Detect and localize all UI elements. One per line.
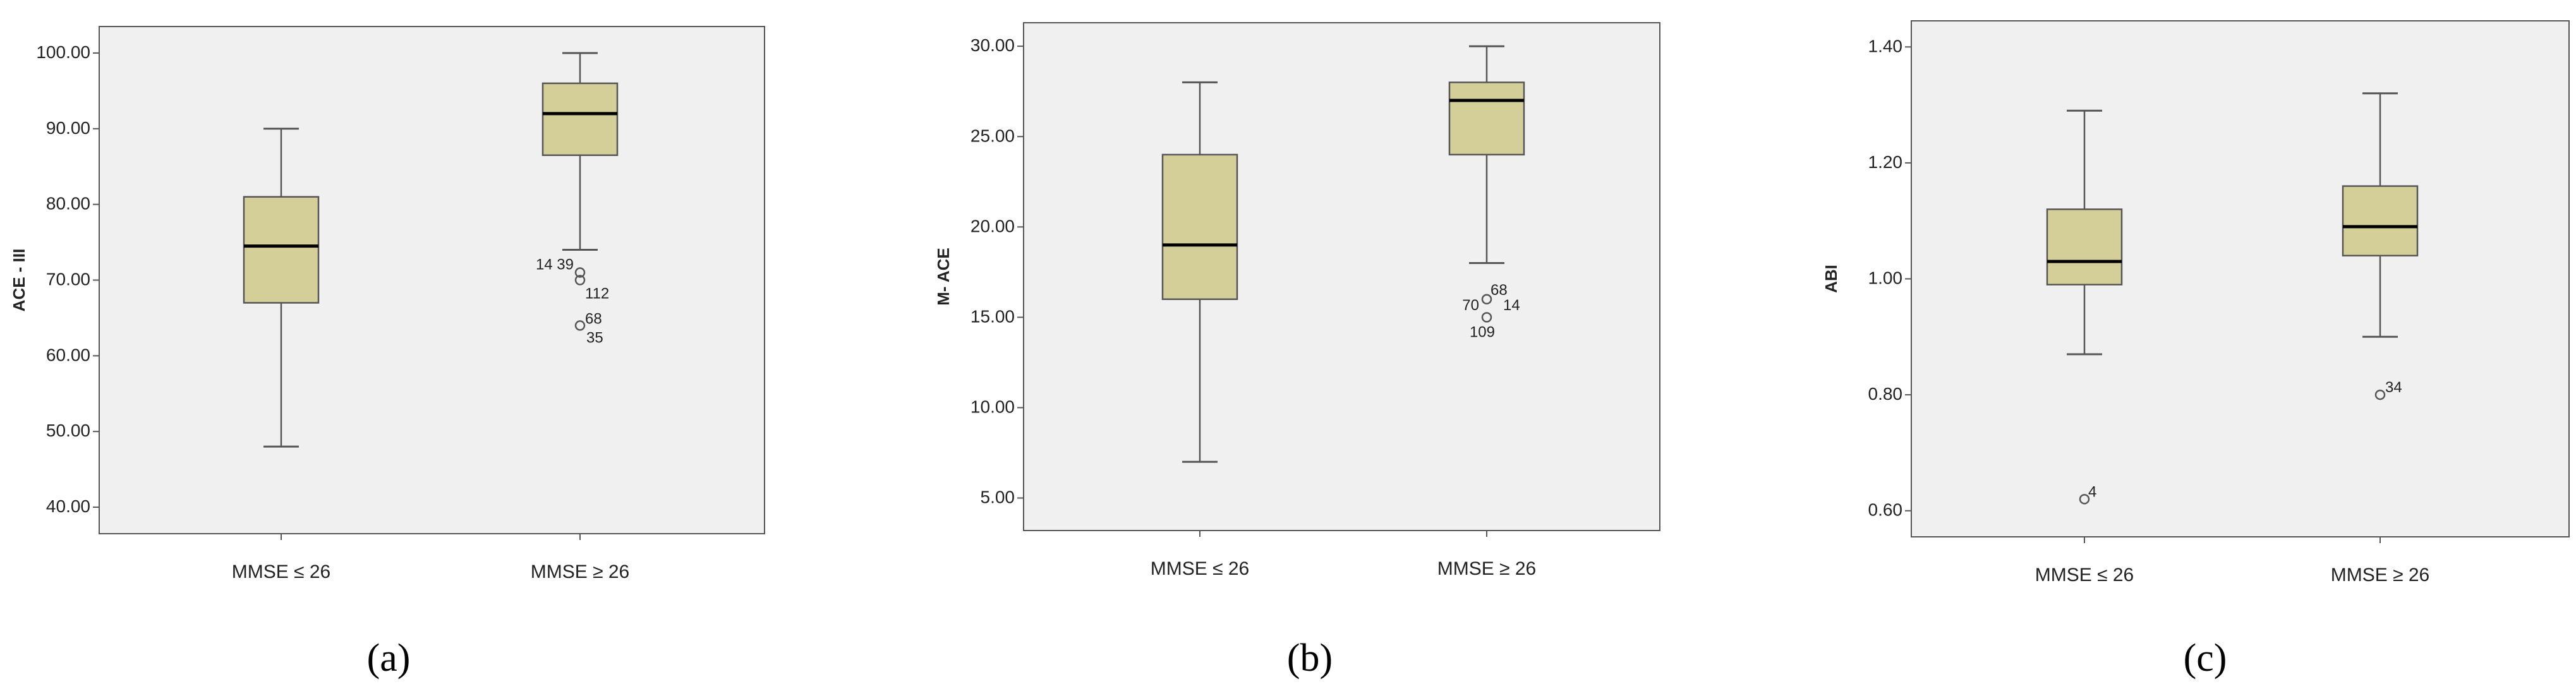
panel-caption: (b) [1287, 637, 1333, 680]
plot-area [99, 26, 765, 534]
box-1 [1161, 81, 1238, 463]
y-axis-title: ACE - III [9, 249, 28, 312]
outlier-label: 14 39 [536, 256, 574, 273]
y-axis-title: M- ACE [934, 248, 953, 305]
box-1 [243, 128, 320, 448]
chart-panel-c: 0.60 0.80 1.00 1.20 1.40 ABI MMSE ≤ 26 MMSE ≥ 2… [1822, 20, 2570, 680]
y-axis-title: ABI [1822, 265, 1841, 293]
box-2: 34 [2342, 92, 2419, 400]
outlier-label: 68 [1491, 282, 1508, 299]
outlier-label: 35 [586, 329, 603, 346]
y-tick-label: 25.00 [971, 126, 1015, 145]
outlier-label: 70 [1462, 297, 1479, 314]
y-tick-label: 1.20 [1868, 152, 1903, 172]
box-2: 68 70 14 109 [1448, 45, 1525, 340]
y-tick-label: 70.00 [46, 270, 90, 289]
outlier-label: 109 [1470, 323, 1495, 340]
x-category-label: MMSE ≥ 26 [531, 561, 630, 582]
outlier-point [2374, 389, 2386, 400]
x-category-label: MMSE ≤ 26 [1151, 558, 1250, 579]
outlier-point [574, 275, 586, 285]
y-tick-label: 1.40 [1868, 36, 1903, 56]
plot-area [1911, 20, 2570, 537]
y-tick-label: 15.00 [971, 306, 1015, 326]
y-tick-label: 0.80 [1868, 384, 1903, 404]
x-category-label: MMSE ≤ 26 [232, 561, 331, 582]
y-tick-label: 5.00 [981, 487, 1015, 507]
y-tick-label: 1.00 [1868, 268, 1903, 288]
y-tick-label: 100.00 [36, 42, 90, 62]
iqr-box [541, 82, 619, 156]
panels-group: 40.00 50.00 60.00 70.00 80.00 90.00 100.00 ACE … [9, 20, 2570, 680]
outlier-point [574, 267, 586, 278]
outlier-label: 14 [1503, 297, 1520, 314]
panel-caption: (a) [367, 637, 411, 680]
y-tick-label: 90.00 [46, 118, 90, 138]
y-tick-label: 50.00 [46, 421, 90, 440]
outlier-label: 4 [2088, 483, 2096, 500]
outlier-label: 68 [585, 310, 602, 327]
y-tick-label: 80.00 [46, 194, 90, 213]
iqr-box [243, 196, 320, 304]
outlier-point [1481, 294, 1492, 305]
y-tick-label: 60.00 [46, 345, 90, 364]
x-category-label: MMSE ≤ 26 [2035, 565, 2134, 585]
iqr-box [1161, 153, 1238, 301]
outlier-label: 34 [2385, 379, 2402, 396]
y-tick-label: 30.00 [971, 35, 1015, 55]
outlier-point [1481, 312, 1492, 323]
box-1: 4 [2046, 109, 2123, 505]
y-tick-label: 20.00 [971, 216, 1015, 236]
outlier-point [2079, 494, 2090, 505]
chart-panel-b: 5.00 10.00 15.00 20.00 25.00 30.00 M- ACE MMSE … [934, 22, 1660, 680]
y-tick-label: 0.60 [1868, 500, 1903, 520]
outlier-point [574, 320, 586, 331]
iqr-box [1448, 81, 1525, 156]
iqr-box [2342, 185, 2419, 257]
box-2: 14 39 112 68 35 [536, 52, 619, 346]
chart-panel-a: 40.00 50.00 60.00 70.00 80.00 90.00 100.00 ACE … [9, 26, 765, 680]
panel-caption: (c) [2184, 637, 2227, 680]
y-tick-label: 40.00 [46, 496, 90, 516]
x-category-label: MMSE ≥ 26 [1437, 558, 1537, 579]
outlier-label: 112 [585, 285, 609, 303]
y-tick-label: 10.00 [971, 397, 1015, 416]
x-category-label: MMSE ≥ 26 [2331, 565, 2430, 585]
iqr-box [2046, 208, 2123, 285]
plot-area [1023, 22, 1660, 531]
